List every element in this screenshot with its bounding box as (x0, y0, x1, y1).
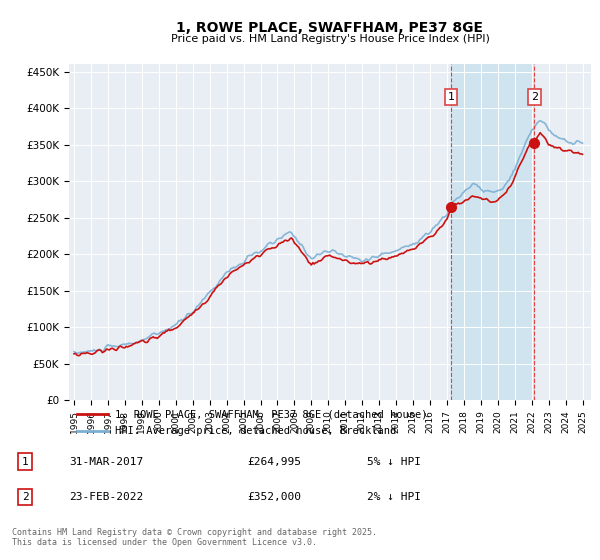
Text: 23-FEB-2022: 23-FEB-2022 (70, 492, 143, 502)
Text: 2% ↓ HPI: 2% ↓ HPI (367, 492, 421, 502)
Text: 2: 2 (530, 92, 538, 102)
Text: HPI: Average price, detached house, Breckland: HPI: Average price, detached house, Brec… (115, 426, 397, 436)
Text: 1: 1 (22, 457, 28, 466)
Text: 31-MAR-2017: 31-MAR-2017 (70, 457, 143, 466)
Text: 1: 1 (448, 92, 455, 102)
Text: £352,000: £352,000 (247, 492, 301, 502)
Text: 1, ROWE PLACE, SWAFFHAM, PE37 8GE: 1, ROWE PLACE, SWAFFHAM, PE37 8GE (176, 21, 484, 35)
Bar (451, 64, 534, 400)
Text: £264,995: £264,995 (247, 457, 301, 466)
Text: Price paid vs. HM Land Registry's House Price Index (HPI): Price paid vs. HM Land Registry's House … (170, 34, 490, 44)
Text: Contains HM Land Registry data © Crown copyright and database right 2025.
This d: Contains HM Land Registry data © Crown c… (12, 528, 377, 547)
Text: 1, ROWE PLACE, SWAFFHAM, PE37 8GE (detached house): 1, ROWE PLACE, SWAFFHAM, PE37 8GE (detac… (115, 409, 428, 419)
Text: 2: 2 (22, 492, 28, 502)
Text: 5% ↓ HPI: 5% ↓ HPI (367, 457, 421, 466)
